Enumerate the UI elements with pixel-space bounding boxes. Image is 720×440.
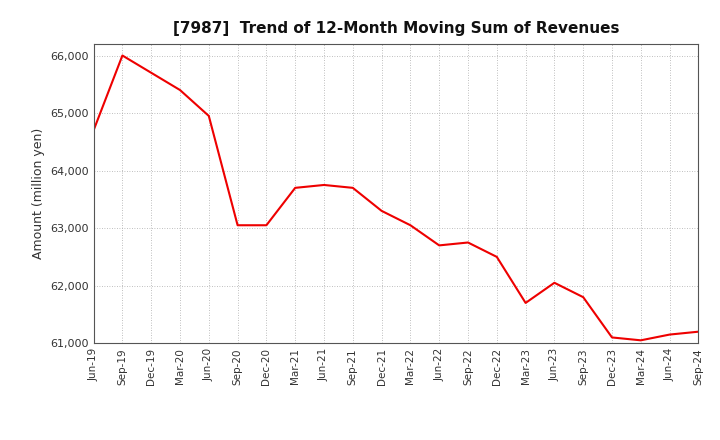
Y-axis label: Amount (million yen): Amount (million yen): [32, 128, 45, 259]
Title: [7987]  Trend of 12-Month Moving Sum of Revenues: [7987] Trend of 12-Month Moving Sum of R…: [173, 21, 619, 36]
